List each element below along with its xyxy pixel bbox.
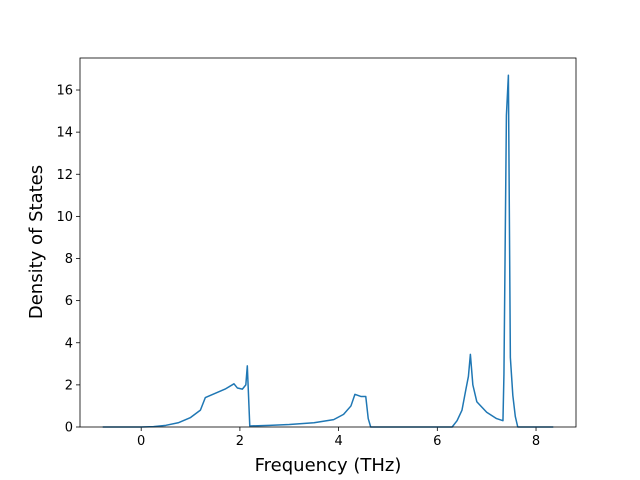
- x-axis-label: Frequency (THz): [255, 455, 402, 476]
- y-tick-label: 6: [65, 294, 73, 309]
- y-tick-label: 2: [65, 378, 73, 393]
- data-line: [102, 74, 554, 428]
- x-tick-label: 8: [532, 434, 540, 449]
- y-tick-label: 10: [56, 210, 73, 225]
- y-tick-label: 16: [56, 84, 73, 99]
- y-tick-label: 8: [65, 252, 73, 267]
- x-tick-label: 6: [433, 434, 441, 449]
- y-tick-label: 14: [56, 126, 73, 141]
- plot-frame: [79, 57, 577, 428]
- y-tick-label: 0: [65, 421, 73, 436]
- x-tick-label: 4: [334, 434, 342, 449]
- y-tick-label: 4: [65, 336, 73, 351]
- x-tick-label: 0: [137, 434, 145, 449]
- y-tick-label: 12: [56, 168, 73, 183]
- y-axis-label: Density of States: [26, 165, 47, 319]
- x-tick-label: 2: [236, 434, 244, 449]
